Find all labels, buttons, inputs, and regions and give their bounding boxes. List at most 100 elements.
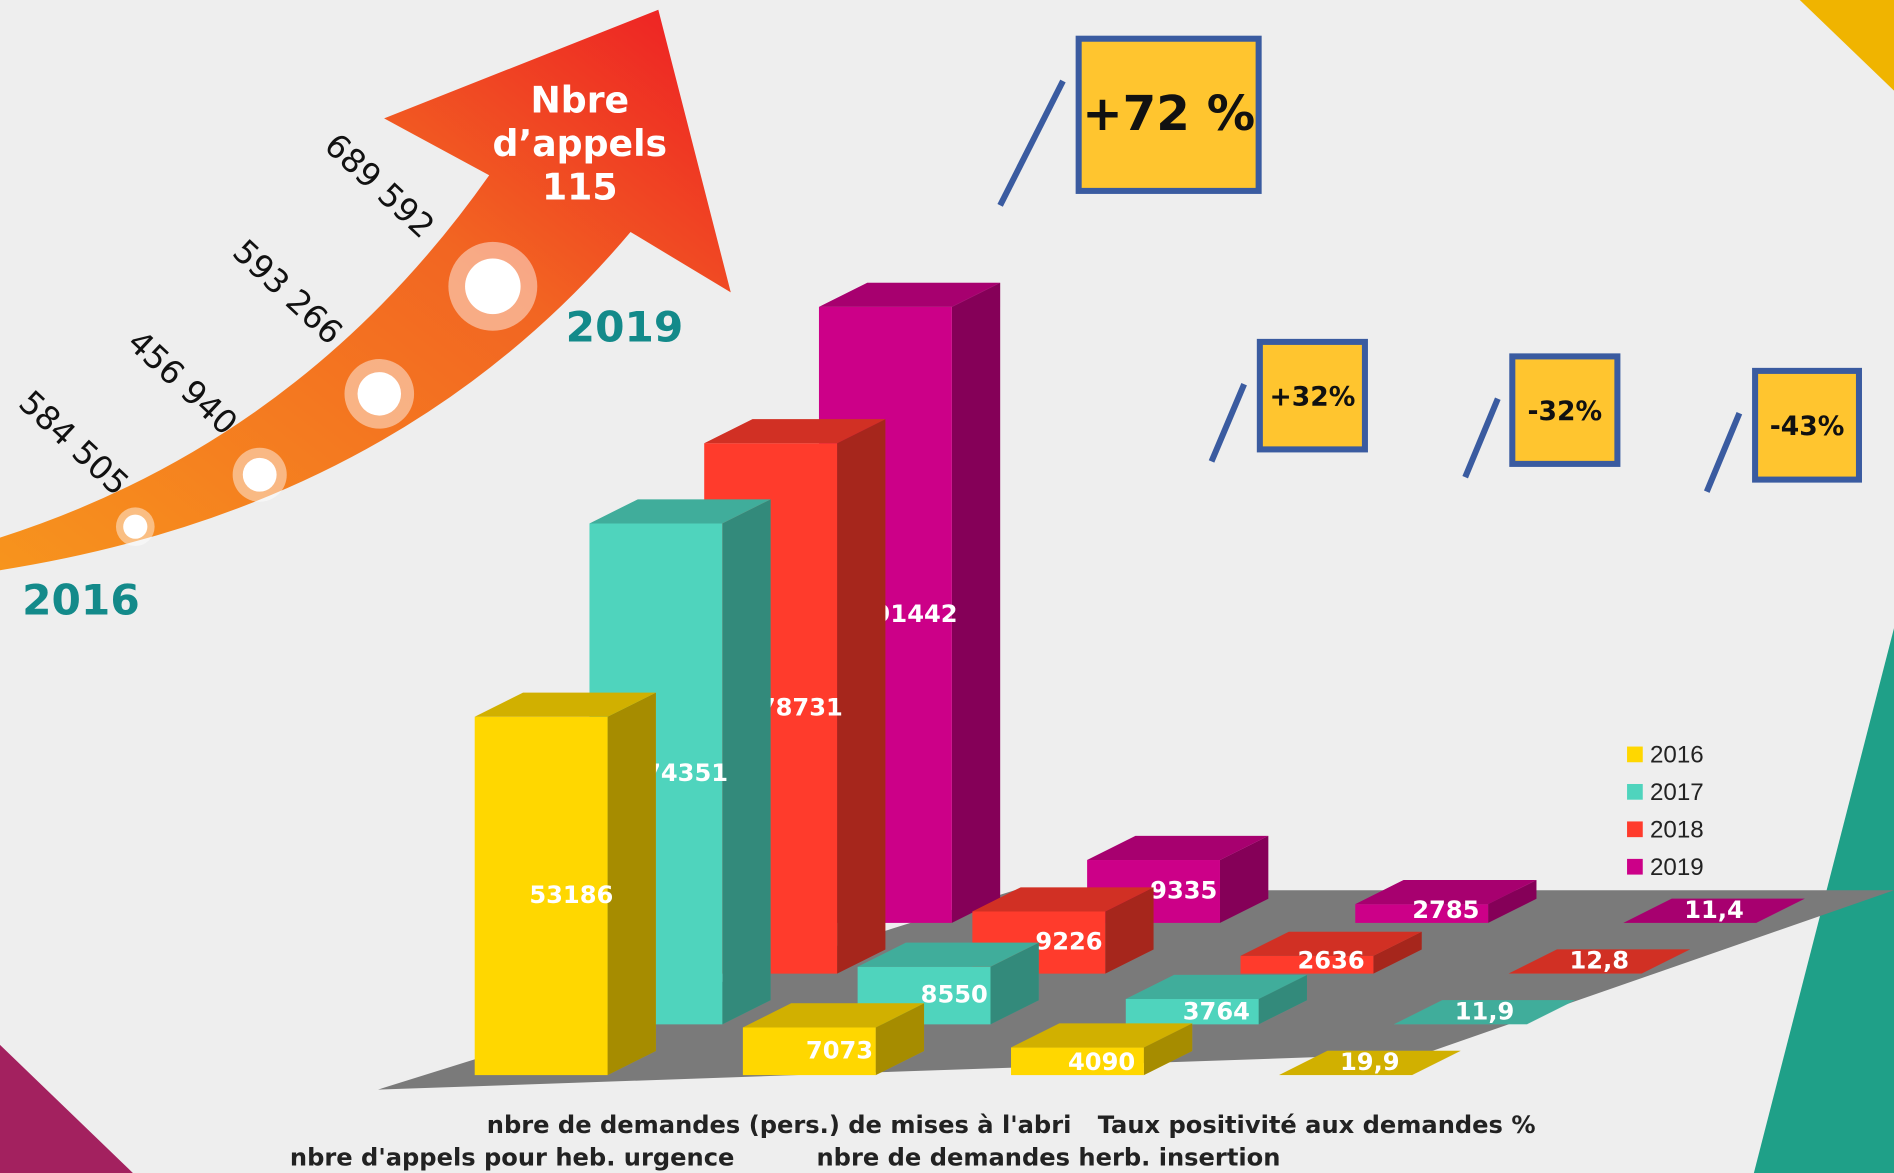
legend: 2016 2017 2018 2019 — [1627, 742, 1704, 881]
point-dot — [465, 258, 521, 315]
legend-label: 2018 — [1650, 816, 1704, 843]
bar-top-shade — [589, 499, 771, 524]
bar-side-shade — [1526, 1000, 1576, 1025]
badge-slash — [1462, 397, 1501, 479]
badge-box — [1752, 367, 1862, 483]
bar-top-shade — [1279, 1050, 1461, 1075]
legend-swatch — [1627, 746, 1643, 763]
bar-side — [722, 499, 771, 1025]
bar-side — [875, 1003, 925, 1076]
arrow-title: d’appels — [493, 122, 668, 165]
bar — [474, 716, 608, 1076]
bar-side — [1756, 898, 1805, 923]
bar-top — [1393, 1000, 1576, 1025]
arrow-title: Nbre — [530, 79, 629, 122]
badge-label: +32% — [1269, 382, 1355, 413]
bar — [1240, 955, 1374, 974]
value-label: 11,4 — [1684, 896, 1744, 924]
bar-top — [704, 419, 886, 444]
value-label: 8550 — [921, 981, 988, 1009]
bar — [1011, 1047, 1144, 1076]
badge-slash — [1208, 383, 1247, 463]
growth-arrow — [0, 9, 731, 571]
badge-slash — [1703, 412, 1743, 493]
value-label: 19,9 — [1340, 1048, 1400, 1076]
legend-swatch — [1627, 858, 1643, 875]
badge-box — [1075, 35, 1262, 194]
value-label: 7073 — [806, 1036, 873, 1064]
bar-top-shade — [742, 1003, 925, 1028]
end-year: 2019 — [566, 302, 684, 351]
value-label: 9226 — [1035, 928, 1102, 956]
category-label: Taux positivité aux demandes % — [1098, 1111, 1536, 1139]
bar-top — [1279, 1050, 1461, 1075]
bar-top-shade — [704, 419, 886, 444]
point-dot — [357, 372, 402, 416]
bar — [1125, 999, 1259, 1025]
badge-box — [1509, 353, 1621, 467]
bars: 91442 9335 2785 11,4 78731 9226 2636 12,8 74351 8… — [474, 282, 1805, 1076]
bar-top-shade — [1011, 1023, 1193, 1048]
bar-top-shade — [818, 282, 1001, 307]
bar-top — [1011, 1023, 1193, 1048]
bar — [1355, 904, 1489, 923]
bar-top — [1087, 835, 1269, 861]
bar-top-shade — [1508, 949, 1690, 974]
bar-top-shade — [1087, 835, 1269, 861]
bar-top-shade — [1240, 931, 1422, 956]
bar-top-shade — [1125, 974, 1307, 1000]
bar-top — [589, 499, 771, 524]
arrow-title: 115 — [542, 166, 618, 209]
bar-top — [1623, 898, 1805, 923]
corner-decoration — [1799, 0, 1894, 91]
bar-top-shade — [1393, 1000, 1576, 1025]
bar-top — [1240, 931, 1422, 956]
bar-side-shade — [990, 942, 1039, 1025]
bar-top-shade — [857, 942, 1039, 967]
bar-top-shade — [1623, 898, 1805, 923]
value-label: 12,8 — [1569, 947, 1629, 975]
legend-label: 2016 — [1650, 742, 1704, 769]
bar-top — [1508, 949, 1690, 974]
value-label: 3764 — [1183, 997, 1250, 1025]
badges: +72 % +32% -32% -43% — [997, 35, 1862, 493]
bar-side-shade — [837, 419, 886, 974]
value-label: 53186 — [529, 881, 613, 909]
bar-side-shade — [1219, 835, 1269, 923]
value-label: 11,9 — [1455, 997, 1515, 1025]
bar-side-shade — [1412, 1050, 1461, 1076]
bar-side — [1373, 931, 1422, 974]
bar-side — [1412, 1050, 1461, 1076]
value-label: 9335 — [1150, 876, 1217, 904]
corner-decoration — [0, 1044, 133, 1173]
bar-side — [607, 692, 656, 1076]
point-dot — [242, 457, 277, 492]
legend-label: 2019 — [1650, 854, 1704, 881]
bar-side-shade — [1641, 949, 1690, 974]
category-label: nbre d'appels pour heb. urgence — [290, 1143, 734, 1171]
value-label: 2785 — [1412, 896, 1479, 924]
bar-top — [818, 282, 1001, 307]
legend-label: 2017 — [1650, 779, 1704, 806]
category-label: nbre de demandes (pers.) de mises à l'ab… — [487, 1111, 1072, 1139]
bar-top — [1355, 879, 1537, 905]
bar-side — [951, 282, 1001, 923]
category-label: nbre de demandes herb. insertion — [816, 1143, 1280, 1171]
bar-top — [474, 692, 656, 717]
bar-side-shade — [1143, 1023, 1193, 1076]
bar-side — [1641, 949, 1690, 974]
bar-side — [990, 942, 1039, 1025]
bar-top-shade — [474, 692, 656, 717]
badge-slash — [997, 79, 1066, 207]
badge-label: -32% — [1528, 396, 1603, 427]
badge-label: +72 % — [1082, 86, 1255, 142]
badge-label: -43% — [1770, 411, 1845, 442]
bar-side — [1105, 887, 1154, 974]
legend-swatch — [1627, 821, 1643, 838]
value-label: 2636 — [1298, 947, 1365, 975]
legend-swatch — [1627, 783, 1643, 800]
bar-side-shade — [951, 282, 1001, 923]
bar-side-shade — [722, 499, 771, 1025]
